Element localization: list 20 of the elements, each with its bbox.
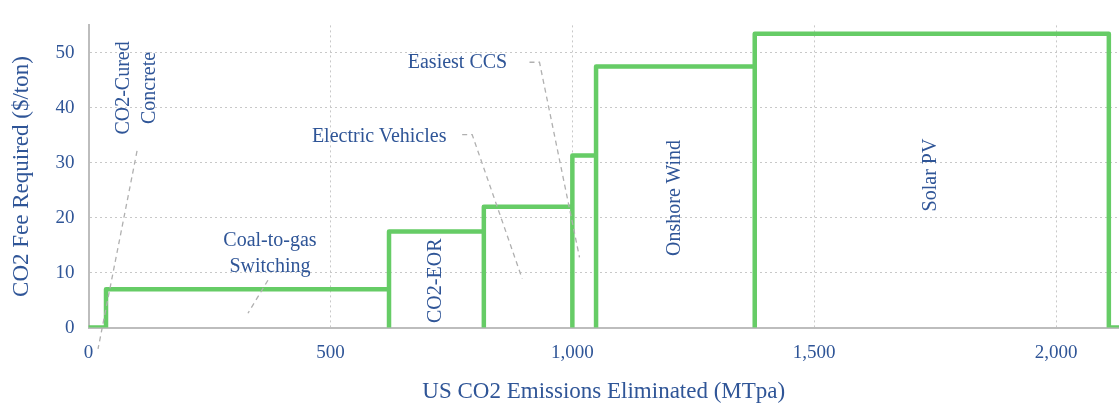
annotation: Coal-to-gas Switching — [223, 227, 317, 277]
annotation: Onshore Wind — [662, 139, 685, 256]
annotation: Electric Vehicles — [311, 123, 447, 146]
annotation: CO2-Cured Concrete — [111, 41, 160, 135]
x-tick-label: 1,000 — [550, 340, 594, 362]
y-axis-title: CO2 Fee Required ($/ton) — [7, 56, 33, 297]
y-tick-label: 10 — [55, 260, 75, 282]
x-tick-label: 0 — [83, 340, 94, 362]
annotation: CO2-EOR — [423, 237, 446, 323]
y-tick-label: 0 — [65, 315, 75, 337]
x-tick-label: 2,000 — [1034, 340, 1078, 362]
annotation: Solar PV — [917, 138, 940, 212]
y-tick-label: 30 — [55, 150, 75, 172]
y-tick-label: 40 — [55, 95, 75, 117]
x-tick-label: 1,500 — [792, 340, 836, 362]
x-tick-label: 500 — [316, 340, 345, 362]
y-tick-label: 50 — [55, 40, 75, 62]
x-axis-title: US CO2 Emissions Eliminated (MTpa) — [422, 378, 786, 404]
y-tick-label: 20 — [55, 205, 75, 227]
annotation: Easiest CCS — [407, 49, 508, 72]
